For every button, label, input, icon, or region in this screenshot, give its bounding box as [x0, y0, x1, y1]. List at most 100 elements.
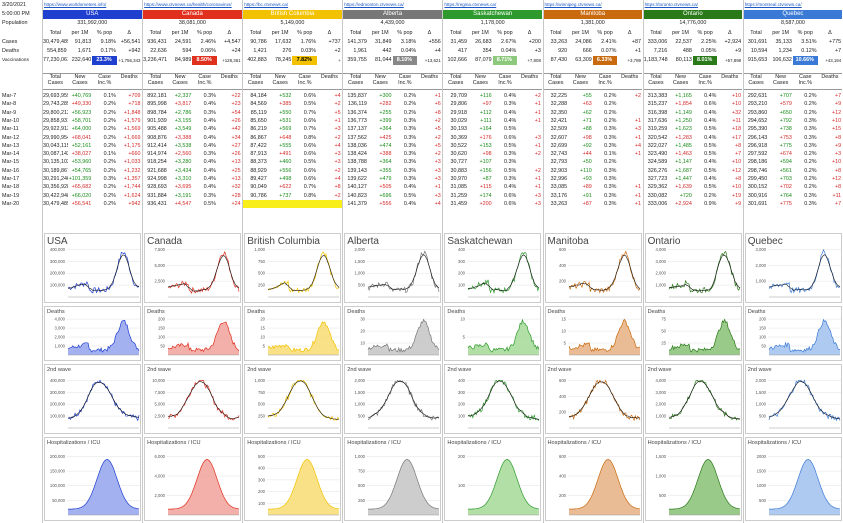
daily-cell[interactable]: 0.4%: [704, 159, 717, 166]
daily-cell[interactable]: 0.5%: [503, 142, 517, 149]
daily-cell[interactable]: +50: [582, 159, 592, 166]
daily-cell[interactable]: +3,280: [174, 159, 192, 166]
daily-cell[interactable]: +64,000: [71, 126, 92, 133]
daily-cell[interactable]: 0.6%: [503, 200, 517, 207]
daily-cell[interactable]: 0.9%: [704, 200, 717, 207]
daily-cell[interactable]: +63: [582, 101, 592, 108]
stat-cell[interactable]: 2.67%: [500, 39, 517, 45]
daily-cell[interactable]: +1: [534, 184, 541, 191]
daily-cell[interactable]: +556: [279, 167, 292, 174]
daily-cell[interactable]: +1: [634, 151, 641, 158]
daily-cell[interactable]: 0.4%: [203, 159, 216, 166]
daily-cell[interactable]: 293,210: [747, 101, 768, 108]
stat-cell[interactable]: 920: [558, 48, 568, 54]
daily-cell[interactable]: +1: [634, 184, 641, 191]
daily-cell[interactable]: 320,542: [647, 134, 668, 141]
daily-cell[interactable]: 0.7%: [303, 184, 317, 191]
daily-cell[interactable]: +8: [434, 109, 441, 116]
stat-cell[interactable]: 35,133: [775, 39, 792, 45]
daily-cell[interactable]: +10: [731, 184, 742, 191]
daily-cell[interactable]: 29,693,959: [43, 93, 68, 99]
daily-cell[interactable]: 0.3%: [203, 151, 216, 158]
daily-cell[interactable]: 0.2%: [103, 159, 116, 166]
daily-cell[interactable]: 32,509: [550, 126, 568, 133]
daily-cell[interactable]: +674: [779, 151, 792, 158]
stat-cell[interactable]: 81,044: [375, 57, 392, 63]
stat-cell[interactable]: 488: [682, 48, 692, 54]
stat-cell[interactable]: 936,431: [147, 39, 167, 45]
daily-cell[interactable]: +425: [379, 134, 392, 141]
daily-cell[interactable]: 0.2%: [804, 93, 817, 99]
daily-cell[interactable]: 84,184: [250, 93, 267, 99]
daily-cell[interactable]: [243, 200, 268, 208]
daily-cell[interactable]: 0.3%: [804, 192, 817, 199]
daily-cell[interactable]: +66,020: [71, 192, 92, 199]
daily-cell[interactable]: +2: [434, 134, 441, 141]
daily-cell[interactable]: 29,800,212: [43, 109, 68, 116]
daily-cell[interactable]: +364: [379, 126, 392, 133]
daily-cell[interactable]: +1,175: [123, 142, 141, 149]
daily-cell[interactable]: 333,006: [647, 200, 668, 207]
daily-cell[interactable]: +10: [731, 93, 742, 99]
daily-cell[interactable]: 0.8%: [303, 134, 317, 141]
stat-cell[interactable]: +43,194: [825, 58, 842, 63]
daily-cell[interactable]: +753: [779, 134, 792, 141]
daily-cell[interactable]: 32,903: [550, 167, 568, 174]
region-source-link[interactable]: https://www.worldometers.info/: [44, 2, 107, 7]
daily-cell[interactable]: +3,549: [174, 126, 192, 133]
stat-cell[interactable]: 1,421: [253, 48, 267, 54]
daily-cell[interactable]: +1,165: [675, 93, 692, 99]
daily-cell[interactable]: 293,860: [747, 109, 768, 116]
daily-cell[interactable]: +1: [434, 184, 441, 191]
daily-cell[interactable]: +1: [634, 200, 641, 207]
daily-cell[interactable]: 0.2%: [604, 93, 617, 99]
daily-cell[interactable]: [617, 109, 642, 117]
daily-cell[interactable]: +34: [231, 134, 241, 141]
daily-cell[interactable]: 296,918: [747, 142, 768, 149]
daily-cell[interactable]: 30,422,948: [43, 192, 68, 199]
stat-cell[interactable]: 31,459: [450, 39, 468, 45]
daily-cell[interactable]: 0.6%: [303, 167, 317, 174]
stat-cell[interactable]: 7,216: [653, 48, 668, 54]
daily-cell[interactable]: [617, 175, 642, 183]
daily-cell[interactable]: 29,806: [450, 101, 468, 108]
daily-cell[interactable]: 32,793: [550, 159, 568, 166]
region-source-link[interactable]: https://bc.ctvnews.ca/: [244, 2, 289, 7]
daily-cell[interactable]: +1,669: [123, 134, 141, 141]
daily-cell[interactable]: +1,624: [123, 192, 141, 199]
daily-cell[interactable]: 0.2%: [103, 109, 116, 116]
daily-cell[interactable]: 0.2%: [103, 192, 116, 199]
stat-cell[interactable]: +2,924: [724, 39, 742, 45]
stat-cell[interactable]: 8.10%: [392, 56, 418, 65]
daily-cell[interactable]: +505: [379, 184, 392, 191]
daily-cell[interactable]: 292,631: [747, 93, 768, 99]
daily-cell[interactable]: 32,421: [550, 117, 568, 124]
daily-cell[interactable]: +3: [434, 167, 441, 174]
daily-cell[interactable]: +2: [334, 192, 341, 199]
daily-cell[interactable]: +28: [231, 192, 241, 199]
daily-cell[interactable]: 0.5%: [704, 167, 717, 174]
daily-cell[interactable]: +4: [334, 176, 341, 182]
stat-cell[interactable]: 78,245: [274, 57, 292, 63]
stat-cell[interactable]: 442: [382, 48, 392, 54]
daily-cell[interactable]: +3: [534, 134, 541, 141]
daily-cell[interactable]: +2,560: [174, 151, 192, 158]
daily-cell[interactable]: +38,027: [71, 151, 92, 158]
daily-cell[interactable]: 32,699: [550, 142, 568, 149]
daily-cell[interactable]: +12: [832, 109, 842, 116]
stat-cell[interactable]: 26,683: [475, 39, 492, 45]
stat-cell[interactable]: 1,961: [353, 48, 367, 54]
stat-cell[interactable]: 87,430: [550, 57, 568, 63]
daily-cell[interactable]: 33,085: [550, 184, 568, 191]
daily-cell[interactable]: +1,848: [123, 109, 141, 116]
daily-cell[interactable]: +1,569: [123, 126, 141, 133]
daily-cell[interactable]: +474: [379, 142, 392, 149]
daily-cell[interactable]: 317,636: [647, 117, 668, 124]
daily-cell[interactable]: 0.3%: [103, 176, 116, 182]
daily-cell[interactable]: 0.5%: [704, 142, 717, 149]
daily-cell[interactable]: 30,479,489: [43, 200, 68, 207]
daily-cell[interactable]: +91: [582, 192, 592, 199]
daily-cell[interactable]: +93: [582, 176, 592, 182]
stat-cell[interactable]: 402,883: [247, 57, 267, 63]
daily-cell[interactable]: 90,049: [250, 184, 267, 191]
